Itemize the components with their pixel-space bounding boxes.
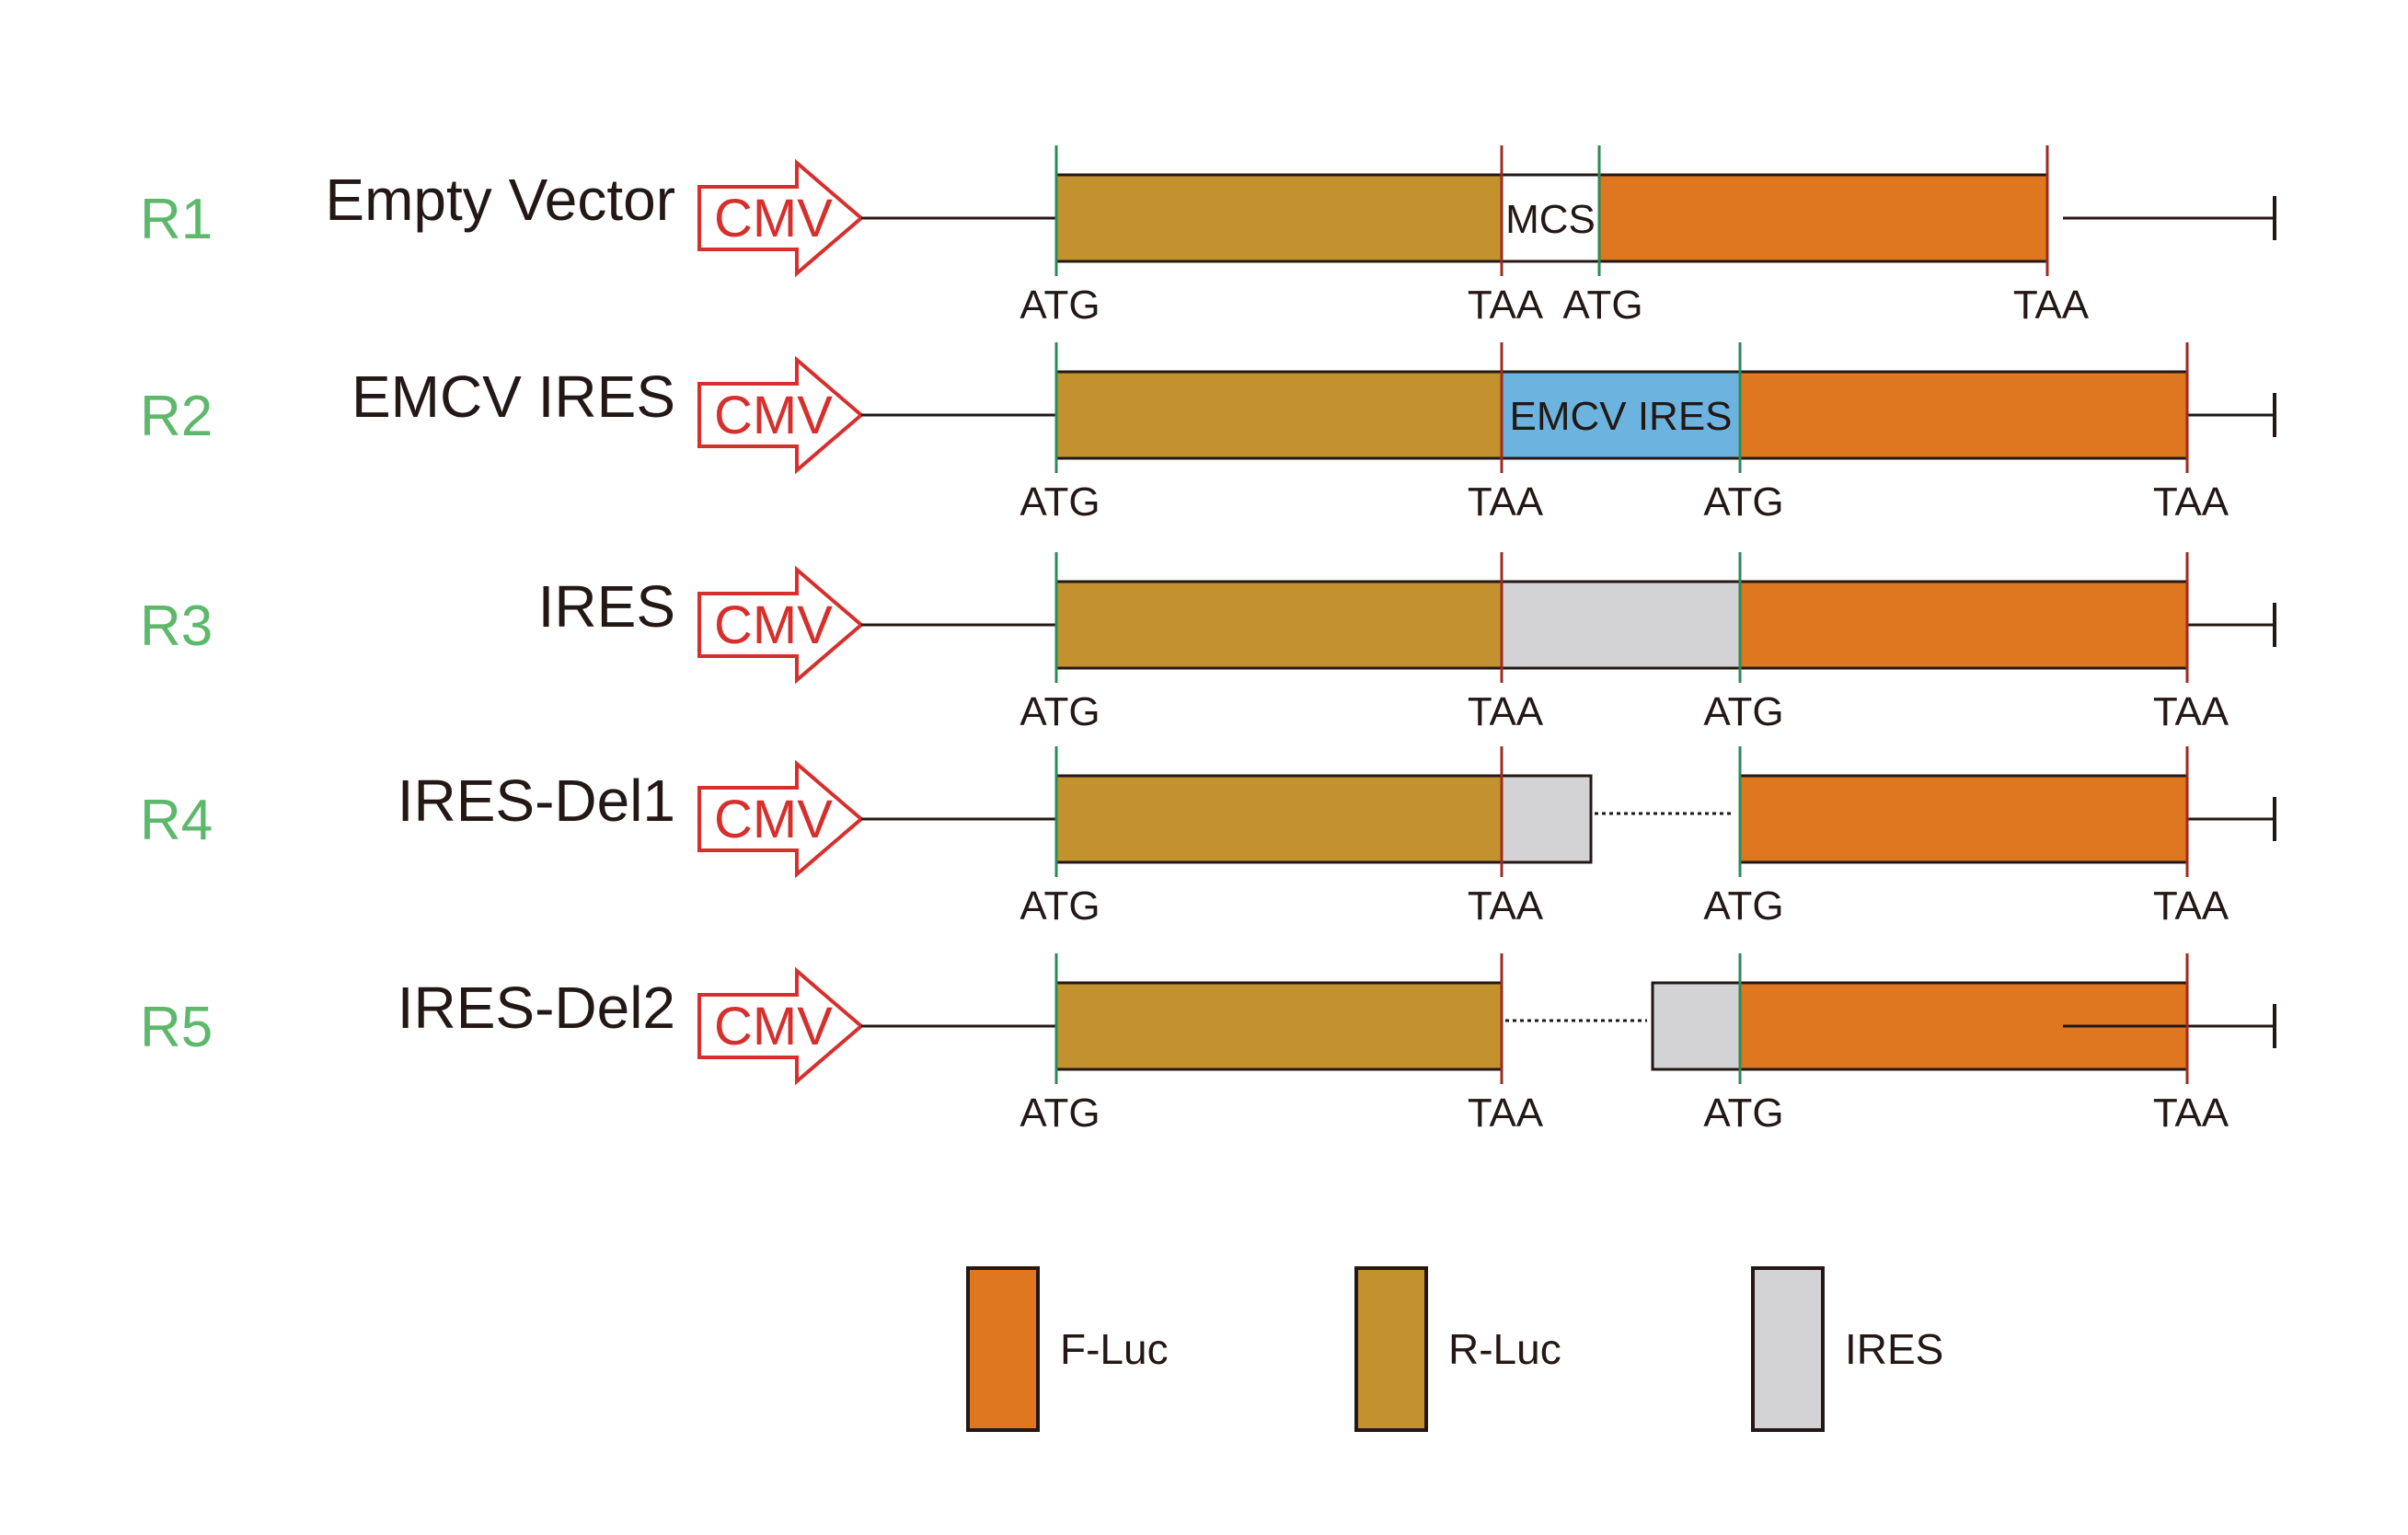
legend-swatch — [966, 1266, 1040, 1432]
r-luc-start-site-label: ATG — [1020, 1091, 1100, 1136]
f-luc-start-site-label: ATG — [1703, 1091, 1783, 1136]
row-id-label: R1 — [140, 188, 213, 251]
construct-name-label: IRES-Del1 — [397, 768, 675, 834]
constructs-group: R1 Empty Vector CMV MCS ATG TAA ATG TAA R2 EMCV I… — [140, 145, 2276, 1136]
cmv-promoter-arrow — [697, 355, 865, 475]
r-luc-box — [1054, 774, 1504, 864]
emcv-ires-box — [1500, 370, 1742, 460]
ires-box — [1500, 580, 1742, 670]
mcs-box — [1500, 173, 1601, 263]
r-luc-box — [1054, 173, 1504, 263]
f-luc-box — [1738, 580, 2189, 670]
cmv-promoter-label: CMV — [714, 790, 833, 849]
row-id-label: R2 — [140, 385, 213, 448]
r-luc-stop-site-label: TAA — [1468, 689, 1544, 734]
legend-item-r-luc: R-Luc — [1354, 1266, 1561, 1432]
legend-item-ires: IRES — [1751, 1266, 1943, 1432]
construct-row-r5: R5 IRES-Del2 CMV ATG TAA ATG TAA — [140, 953, 2276, 1136]
f-luc-start-site-label: ATG — [1703, 883, 1783, 929]
row-id-label: R4 — [140, 789, 213, 852]
f-luc-start-site-label: ATG — [1703, 689, 1783, 734]
cmv-promoter-arrow — [697, 759, 865, 879]
construct-name-label: IRES-Del2 — [397, 975, 675, 1041]
row-id-label: R3 — [140, 594, 213, 658]
row-id-label: R5 — [140, 996, 213, 1059]
construct-name-label: EMCV IRES — [351, 364, 675, 430]
f-luc-stop-site-label: TAA — [2153, 479, 2229, 525]
cmv-promoter-arrow — [697, 565, 865, 685]
legend-item-f-luc: F-Luc — [966, 1266, 1169, 1432]
f-luc-box — [1738, 774, 2189, 864]
f-luc-start-site-label: ATG — [1562, 283, 1642, 328]
cmv-promoter-arrow — [697, 966, 865, 1086]
construct-row-r1: R1 Empty Vector CMV MCS ATG TAA ATG TAA — [140, 145, 2276, 328]
f-luc-box — [1738, 370, 2189, 460]
f-luc-stop-site-label: TAA — [2153, 883, 2229, 929]
legend-swatch — [1751, 1266, 1825, 1432]
construct-name-label: Empty Vector — [325, 167, 675, 233]
r-luc-start-site-label: ATG — [1020, 883, 1100, 929]
cmv-promoter-label: CMV — [714, 386, 833, 445]
cmv-promoter-label: CMV — [714, 997, 833, 1056]
ires-fragment-box — [1500, 774, 1593, 864]
emcv-ires-label: EMCV IRES — [1509, 394, 1732, 439]
cmv-promoter-label: CMV — [714, 595, 833, 655]
r-luc-start-site-label: ATG — [1020, 479, 1100, 525]
legend-label: F-Luc — [1060, 1325, 1169, 1373]
r-luc-stop-site-label: TAA — [1468, 479, 1544, 525]
legend-swatch — [1354, 1266, 1428, 1432]
f-luc-start-site-label: ATG — [1703, 479, 1783, 525]
construct-row-r4: R4 IRES-Del1 CMV ATG TAA ATG TAA — [140, 746, 2276, 929]
construct-name-label: IRES — [538, 573, 675, 640]
legend-label: R-Luc — [1448, 1325, 1561, 1373]
ires-fragment-box — [1651, 981, 1742, 1071]
cmv-promoter-arrow — [697, 158, 865, 278]
legend-label: IRES — [1845, 1325, 1943, 1373]
r-luc-stop-site-label: TAA — [1468, 1091, 1544, 1136]
r-luc-box — [1054, 580, 1504, 670]
construct-row-r3: R3 IRES CMV ATG TAA ATG TAA — [140, 552, 2276, 734]
construct-row-r2: R2 EMCV IRES CMV EMCV IRES ATG TAA ATG TAA — [140, 342, 2276, 525]
r-luc-stop-site-label: TAA — [1468, 283, 1544, 328]
r-luc-start-site-label: ATG — [1020, 283, 1100, 328]
r-luc-box — [1054, 370, 1504, 460]
r-luc-stop-site-label: TAA — [1468, 883, 1544, 929]
f-luc-stop-site-label: TAA — [2153, 1091, 2229, 1136]
legend: F-Luc R-Luc IRES — [966, 1266, 1943, 1432]
r-luc-start-site-label: ATG — [1020, 689, 1100, 734]
cmv-promoter-label: CMV — [714, 189, 833, 248]
r-luc-box — [1054, 981, 1504, 1071]
mcs-label: MCS — [1505, 197, 1596, 242]
f-luc-box — [1597, 173, 2049, 263]
f-luc-stop-site-label: TAA — [2153, 689, 2229, 734]
f-luc-stop-site-label: TAA — [2013, 283, 2090, 328]
